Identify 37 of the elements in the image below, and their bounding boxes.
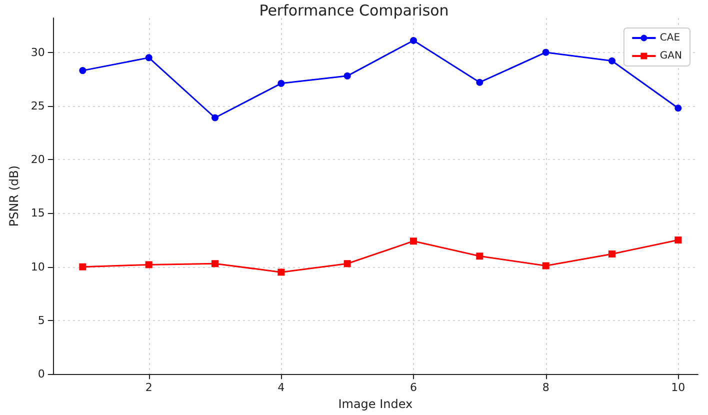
- x-axis-title: Image Index: [338, 397, 413, 411]
- chart-title: Performance Comparison: [259, 2, 449, 20]
- point: [344, 72, 351, 80]
- y-tick-label: 30: [30, 46, 45, 59]
- point: [79, 67, 86, 74]
- y-tick-label: 0: [38, 368, 45, 381]
- point: [145, 261, 152, 268]
- x-tick-label: 2: [145, 381, 152, 394]
- point: [410, 37, 417, 44]
- point: [608, 250, 616, 258]
- point: [79, 263, 86, 270]
- y-tick-label: 5: [38, 314, 45, 327]
- point: [344, 260, 351, 268]
- x-tick-label: 8: [542, 381, 550, 394]
- point: [542, 262, 550, 270]
- point: [608, 57, 616, 64]
- point: [212, 114, 218, 122]
- point: [278, 268, 285, 276]
- point: [542, 48, 550, 56]
- y-axis-title: PSNR (dB): [7, 165, 21, 227]
- y-tick-label: 25: [30, 99, 45, 112]
- x-tick-label: 4: [278, 381, 285, 394]
- y-tick-label: 15: [30, 206, 45, 220]
- point: [278, 80, 285, 87]
- legend-label: GAN: [660, 50, 682, 62]
- y-tick-label: 20: [30, 153, 45, 166]
- point: [674, 104, 682, 112]
- point: [410, 238, 417, 245]
- point: [674, 236, 682, 244]
- point: [476, 252, 484, 260]
- point: [476, 78, 484, 86]
- x-tick-label: 10: [671, 381, 686, 394]
- x-tick-label: 6: [410, 381, 417, 394]
- point: [145, 54, 152, 62]
- legend-label: CAE: [660, 32, 680, 44]
- y-tick-label: 10: [30, 260, 45, 274]
- point: [212, 260, 218, 268]
